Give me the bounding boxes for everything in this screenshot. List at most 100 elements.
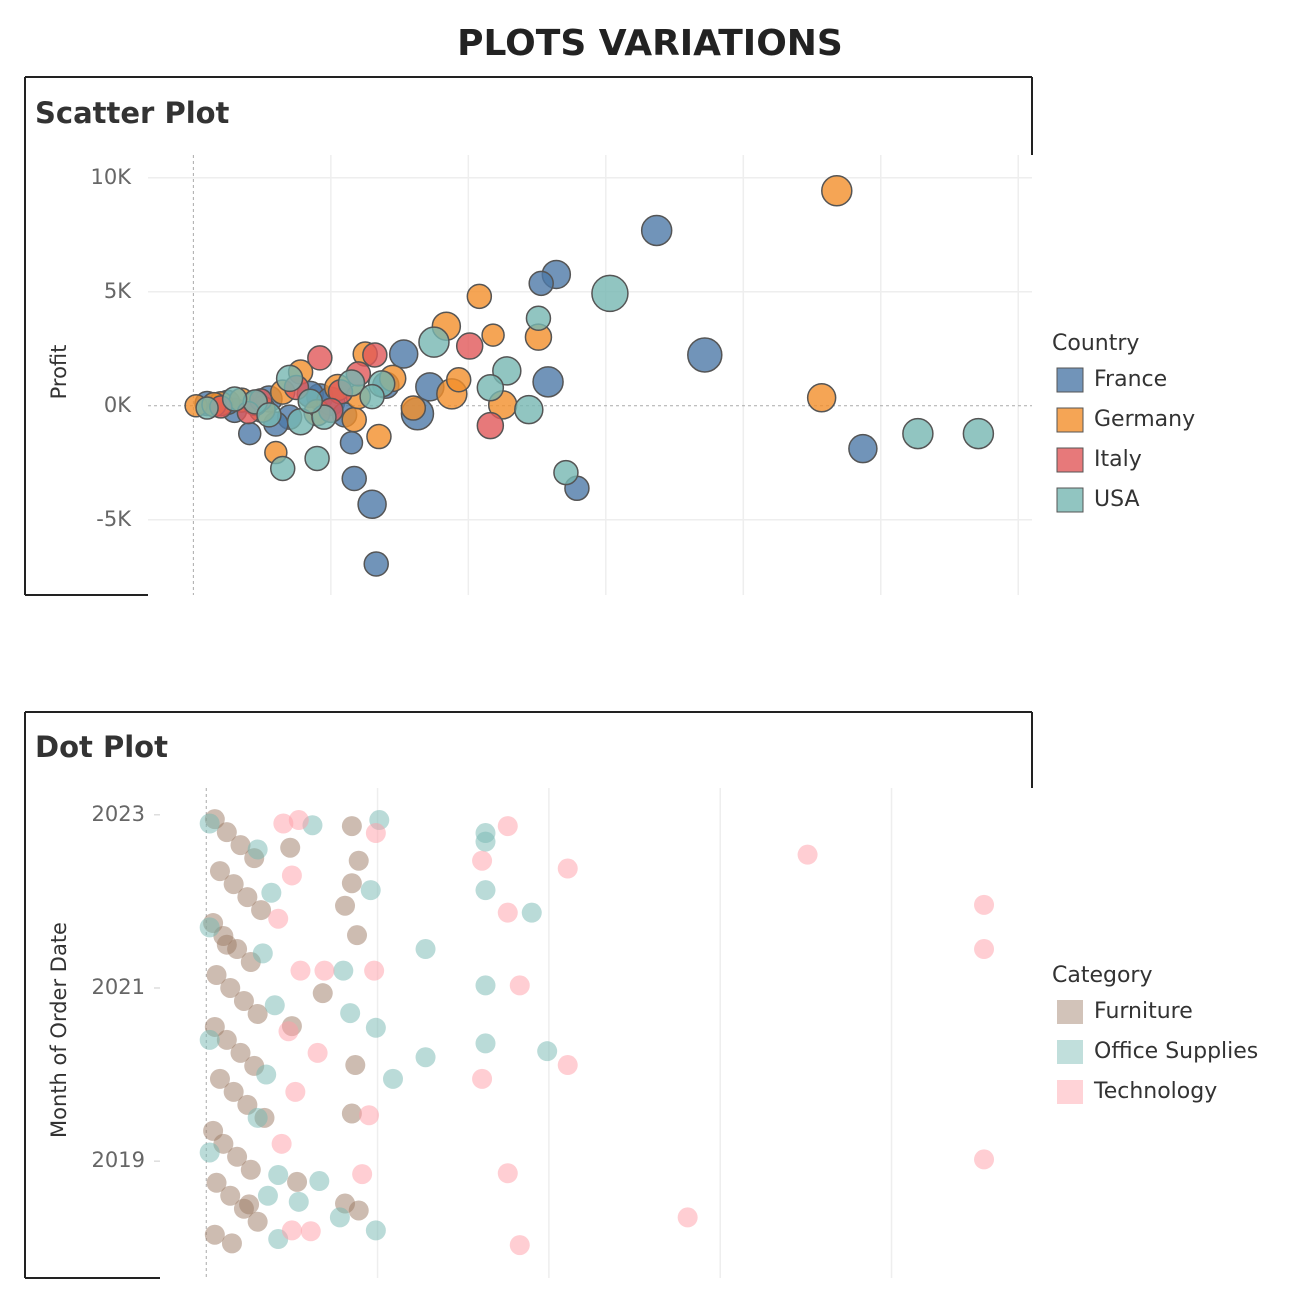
point (365, 823, 386, 844)
point (553, 459, 579, 486)
point (821, 175, 853, 207)
point (297, 388, 323, 414)
legend-label: USA (1094, 487, 1140, 512)
point (281, 1220, 302, 1241)
y-axis-label: Profit (47, 345, 71, 400)
point (307, 1042, 328, 1063)
point (206, 964, 227, 985)
legend-swatch (1057, 1000, 1083, 1024)
point (221, 1233, 242, 1254)
point (532, 366, 564, 398)
point (206, 1172, 227, 1193)
point (472, 1068, 493, 1089)
y-tick-label: 2023 (92, 802, 145, 826)
legend-swatch (1057, 1040, 1083, 1064)
point (475, 831, 496, 852)
point (445, 367, 472, 393)
point (314, 960, 335, 981)
point (237, 887, 258, 908)
point (514, 394, 544, 425)
point (340, 1003, 361, 1024)
point (521, 902, 542, 923)
point (240, 1159, 261, 1180)
point (347, 925, 368, 946)
point (221, 386, 248, 412)
point (287, 1171, 308, 1192)
point (216, 934, 237, 955)
point (281, 865, 302, 886)
point (199, 1029, 220, 1050)
point (288, 1191, 309, 1212)
point (418, 326, 450, 358)
point (288, 810, 309, 831)
point (525, 305, 552, 331)
dashboard-title: PLOTS VARIATIONS (457, 23, 843, 64)
legend-swatch (1056, 447, 1084, 473)
panel-title: Dot Plot (35, 730, 168, 764)
point (341, 816, 362, 837)
point (275, 364, 304, 393)
point (400, 395, 427, 421)
point (230, 835, 251, 856)
point (264, 995, 285, 1016)
point (497, 902, 518, 923)
point (280, 837, 301, 858)
point (537, 1041, 558, 1062)
point (216, 1029, 237, 1050)
point (278, 1021, 299, 1042)
point (269, 455, 296, 482)
point (227, 1146, 248, 1167)
point (329, 1207, 350, 1228)
y-axis-label: Month of Order Date (47, 922, 71, 1138)
y-tick-label: 5K (104, 279, 132, 303)
point (247, 1107, 268, 1128)
point (341, 406, 367, 433)
point (341, 873, 362, 894)
point (304, 445, 330, 472)
point (962, 417, 995, 450)
point (199, 1142, 220, 1163)
point (481, 323, 505, 347)
point (364, 960, 385, 981)
point (341, 465, 367, 492)
legend-label: Furniture (1094, 999, 1193, 1024)
point (257, 1185, 278, 1206)
y-tick-label: 10K (91, 165, 133, 189)
point (974, 1149, 995, 1170)
point (268, 908, 289, 929)
point (476, 411, 505, 440)
point (261, 882, 282, 903)
point (256, 402, 282, 428)
legend-label: Germany (1094, 407, 1195, 432)
point (475, 975, 496, 996)
point (341, 1103, 362, 1124)
point (251, 900, 272, 921)
point (528, 270, 554, 297)
point (902, 417, 934, 450)
point (312, 983, 333, 1004)
point (475, 880, 496, 901)
point (204, 1224, 225, 1245)
panel-title: Scatter Plot (35, 96, 230, 130)
y-tick-label: 2021 (92, 975, 145, 999)
point (352, 1164, 373, 1185)
legend-swatch (1056, 367, 1084, 393)
y-tick-label: -5K (96, 507, 132, 531)
point (797, 844, 818, 865)
point (476, 374, 505, 402)
point (472, 850, 493, 871)
point (237, 421, 262, 446)
point (557, 858, 578, 879)
point (223, 1081, 244, 1102)
point (591, 274, 629, 313)
point (359, 1105, 380, 1126)
point (388, 339, 419, 369)
point (365, 1017, 386, 1038)
point (333, 960, 354, 981)
point (273, 813, 294, 834)
legend-title: Category (1052, 963, 1153, 988)
legend-swatch (1056, 407, 1084, 433)
point (209, 1068, 230, 1089)
point (677, 1207, 698, 1228)
point (220, 977, 241, 998)
